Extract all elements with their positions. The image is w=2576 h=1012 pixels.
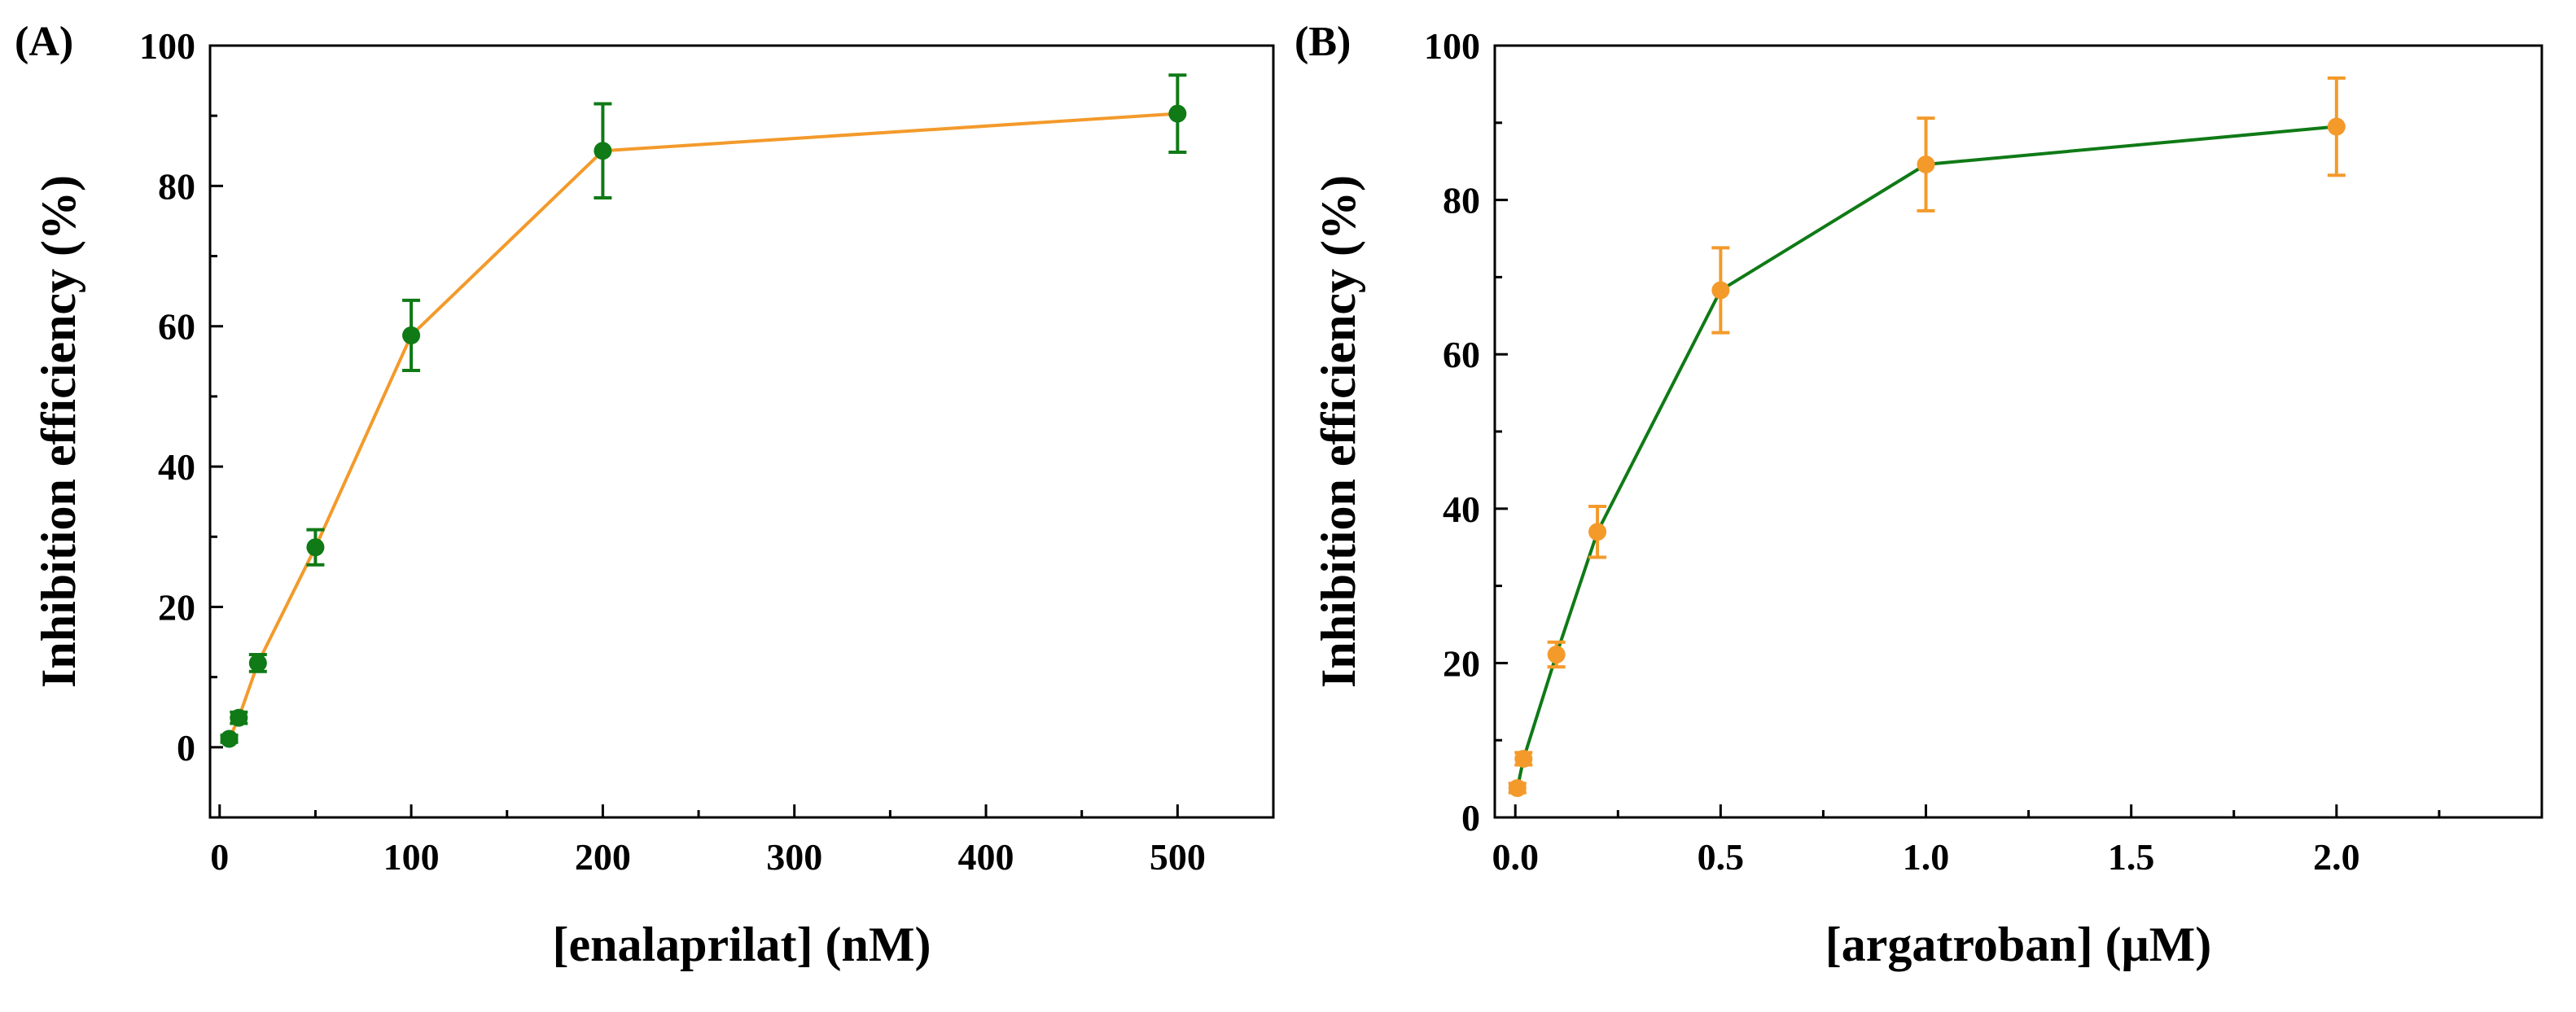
panel-label: (A) bbox=[15, 19, 73, 65]
y-tick-label: 100 bbox=[139, 25, 195, 67]
y-axis-title: Inhibition efficiency (%) bbox=[32, 175, 85, 688]
y-axis-title: Inhibition efficiency (%) bbox=[1312, 175, 1365, 688]
y-tick-label: 20 bbox=[158, 586, 195, 628]
x-tick-label: 0.0 bbox=[1492, 836, 1539, 878]
x-tick-label: 0 bbox=[210, 836, 229, 878]
data-point bbox=[306, 538, 325, 557]
data-point bbox=[1588, 523, 1607, 541]
data-point bbox=[2327, 117, 2346, 136]
x-tick-label: 1.5 bbox=[2108, 836, 2155, 878]
y-tick-label: 80 bbox=[158, 165, 195, 207]
series-line bbox=[1515, 125, 2337, 789]
data-point bbox=[1514, 749, 1533, 768]
data-point bbox=[594, 142, 612, 160]
panel-label: (B) bbox=[1295, 19, 1351, 65]
data-point bbox=[402, 326, 421, 344]
data-point bbox=[248, 654, 267, 672]
y-tick-label: 0 bbox=[177, 727, 195, 769]
data-point bbox=[220, 729, 239, 748]
data-point bbox=[1508, 778, 1527, 797]
data-point bbox=[1917, 155, 1935, 173]
plot-frame bbox=[1493, 44, 2543, 819]
x-tick-label: 300 bbox=[766, 836, 822, 878]
x-tick-label: 1.0 bbox=[1903, 836, 1950, 878]
x-tick-label: 100 bbox=[383, 836, 440, 878]
data-point bbox=[230, 708, 248, 727]
data-point bbox=[1168, 104, 1187, 123]
chart-panel-b: (B) 0 20 40 60 80 100 0.0 0.5 1.0 1.5 2.0 [argatroba… bbox=[1295, 19, 2543, 971]
y-tick-label: 40 bbox=[1443, 488, 1480, 530]
y-tick-label: 20 bbox=[1443, 642, 1480, 684]
y-tick-label: 60 bbox=[158, 306, 195, 348]
data-point bbox=[1547, 645, 1566, 664]
x-tick-label: 500 bbox=[1150, 836, 1206, 878]
data-point bbox=[1711, 281, 1730, 300]
y-tick-label: 100 bbox=[1424, 25, 1480, 67]
x-tick-label: 200 bbox=[575, 836, 631, 878]
y-tick-label: 60 bbox=[1443, 334, 1480, 375]
x-tick-label: 0.5 bbox=[1698, 836, 1745, 878]
series-line bbox=[227, 112, 1178, 740]
chart-panel-a: (A) 0 20 40 60 80 100 0 100 200 300 400 500 [enalapri… bbox=[15, 19, 1275, 971]
x-axis-title: [argatroban] (μM) bbox=[1825, 918, 2211, 971]
y-tick-label: 40 bbox=[158, 446, 195, 488]
x-axis-title: [enalaprilat] (nM) bbox=[553, 918, 931, 971]
x-tick-label: 400 bbox=[958, 836, 1014, 878]
y-tick-label: 80 bbox=[1443, 180, 1480, 221]
plot-frame bbox=[208, 44, 1275, 819]
x-tick-label: 2.0 bbox=[2313, 836, 2360, 878]
y-tick-label: 0 bbox=[1461, 797, 1480, 839]
